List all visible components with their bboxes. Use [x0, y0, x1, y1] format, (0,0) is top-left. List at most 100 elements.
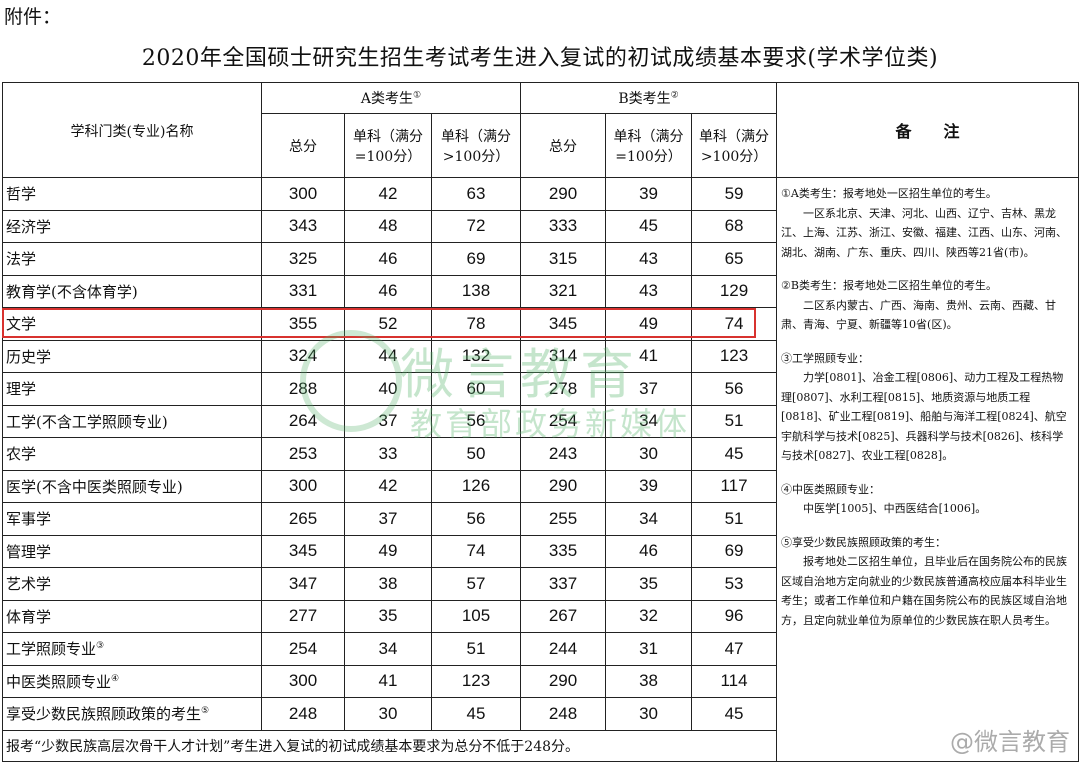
b-score: 45	[605, 209, 693, 243]
table-row: 艺术学 347 38 57 337 35 53	[2, 567, 1079, 601]
a-score: 74	[430, 534, 522, 568]
b-score: 46	[605, 534, 693, 568]
b-score: 47	[691, 632, 778, 666]
b-score: 37	[605, 372, 693, 406]
b-score: 96	[691, 599, 778, 633]
a-score: 325	[261, 242, 345, 276]
a-score: 331	[261, 274, 345, 308]
a-score: 300	[261, 469, 345, 503]
note-item: ③工学照顾专业： 力学[0801]、冶金工程[0806]、动力工程及工程热物理[0…	[781, 351, 1067, 463]
b-score: 45	[691, 697, 778, 731]
note-item: ⑤享受少数民族照顾政策的考生： 报考地处二区招生单位，且毕业后在国务院公布的民族区…	[781, 535, 1068, 627]
b-score: 68	[691, 209, 778, 243]
b-score: 290	[520, 177, 607, 211]
b-score: 32	[605, 599, 693, 633]
note-item: ①A类考生：报考地处一区招生单位的考生。 一区系北京、天津、河北、山西、辽宁、吉林…	[781, 187, 1068, 259]
subject-name: 享受少数民族照顾政策的考生⑤	[2, 697, 262, 731]
a-score: 126	[430, 469, 522, 503]
table-row: 教育学(不含体育学) 331 46 138 321 43 129	[2, 274, 1079, 308]
b-score: 30	[605, 697, 693, 731]
a-score: 33	[344, 437, 432, 471]
table-row: 工学(不含工学照顾专业) 264 37 56 254 34 51	[2, 404, 1079, 438]
table-row: 文学 355 52 78 345 49 74	[2, 307, 1079, 341]
b-score: 129	[691, 274, 778, 308]
b-score: 248	[520, 697, 607, 731]
a-score: 48	[344, 209, 432, 243]
a-score: 56	[430, 502, 522, 536]
b-score: 43	[605, 242, 693, 276]
table-row: 法学 325 46 69 315 43 65	[2, 242, 1079, 276]
b-score: 56	[691, 372, 778, 406]
a-score: 78	[430, 307, 522, 341]
b-score: 39	[605, 177, 693, 211]
a-score: 123	[430, 664, 522, 698]
a-score: 42	[344, 177, 432, 211]
b-score: 290	[520, 469, 607, 503]
subject-name: 工学(不含工学照顾专业)	[2, 404, 262, 438]
subject-header: 学科门类(专业)名称	[2, 82, 262, 178]
a-score: 343	[261, 209, 345, 243]
a-score: 254	[261, 632, 345, 666]
a-score: 60	[430, 372, 522, 406]
b-score: 290	[520, 664, 607, 698]
note-item: ②B类考生：报考地处二区招生单位的考生。 二区系内蒙古、广西、海南、贵州、云南、西…	[781, 279, 1057, 331]
b-score: 335	[520, 534, 607, 568]
a-score: 49	[344, 534, 432, 568]
b-score: 39	[605, 469, 693, 503]
b-score: 243	[520, 437, 607, 471]
b-score: 59	[691, 177, 778, 211]
a-score: 37	[344, 404, 432, 438]
subject-name: 军事学	[2, 502, 262, 536]
table-row: 哲学 300 42 63 290 39 59 ①A类考生：报考地处一区招生单位的考生。 一区系北…	[2, 177, 1080, 762]
b-score: 35	[605, 567, 693, 601]
a-score: 51	[430, 632, 522, 666]
a-score: 324	[261, 339, 345, 373]
b-score: 43	[605, 274, 693, 308]
b-score: 53	[691, 567, 778, 601]
group-b-header: B类考生②	[520, 82, 778, 114]
a-score: 35	[344, 599, 432, 633]
subject-name: 体育学	[2, 599, 262, 633]
a-score: 277	[261, 599, 345, 633]
b-score: 114	[691, 664, 778, 698]
footer-note: 报考“少数民族高层次骨干人才计划”考生进入复试的初试成绩基本要求为总分不低于24…	[1, 729, 778, 762]
a-score: 57	[430, 567, 522, 601]
a-score: 105	[430, 599, 522, 633]
subject-name: 历史学	[2, 339, 262, 373]
a-score: 132	[430, 339, 522, 373]
a-score: 138	[430, 274, 522, 308]
subject-name: 法学	[2, 242, 262, 276]
b-score: 65	[691, 242, 778, 276]
notes-cell: ①A类考生：报考地处一区招生单位的考生。 一区系北京、天津、河北、山西、辽宁、吉林…	[776, 177, 1080, 762]
b-score: 254	[520, 404, 607, 438]
subject-name: 艺术学	[2, 567, 262, 601]
subject-name: 农学	[2, 437, 262, 471]
b-score: 123	[691, 339, 778, 373]
b-score: 34	[605, 502, 693, 536]
table-row: 工学照顾专业③ 254 34 51 244 31 47	[2, 632, 1079, 666]
b-score: 255	[520, 502, 607, 536]
table-row: 经济学 343 48 72 333 45 68	[2, 209, 1079, 243]
a-score: 50	[430, 437, 522, 471]
table-row: 理学 288 40 60 278 37 56	[2, 372, 1079, 406]
a-score: 300	[261, 177, 345, 211]
b-score: 314	[520, 339, 607, 373]
b-score: 69	[691, 534, 778, 568]
b-score: 49	[605, 307, 693, 341]
a-single-gt100-header: 单科（满分>100分）	[430, 113, 522, 178]
a-total-header: 总分	[261, 113, 345, 178]
b-score: 321	[520, 274, 607, 308]
table-row: 农学 253 33 50 243 30 45	[2, 437, 1079, 471]
a-score: 34	[344, 632, 432, 666]
a-score: 30	[344, 697, 432, 731]
subject-name: 哲学	[2, 177, 262, 211]
table-row: 中医类照顾专业④ 300 41 123 290 38 114	[2, 664, 1079, 698]
a-single100-header: 单科（满分=100分）	[344, 113, 432, 178]
a-score: 300	[261, 664, 345, 698]
b-score: 45	[691, 437, 778, 471]
table-row: 享受少数民族照顾政策的考生⑤ 248 30 45 248 30 45	[2, 697, 1079, 731]
table-row: 管理学 345 49 74 335 46 69	[2, 534, 1079, 568]
b-single100-header: 单科（满分=100分）	[605, 113, 693, 178]
attachment-label: 附件：	[4, 6, 62, 28]
b-score: 244	[520, 632, 607, 666]
